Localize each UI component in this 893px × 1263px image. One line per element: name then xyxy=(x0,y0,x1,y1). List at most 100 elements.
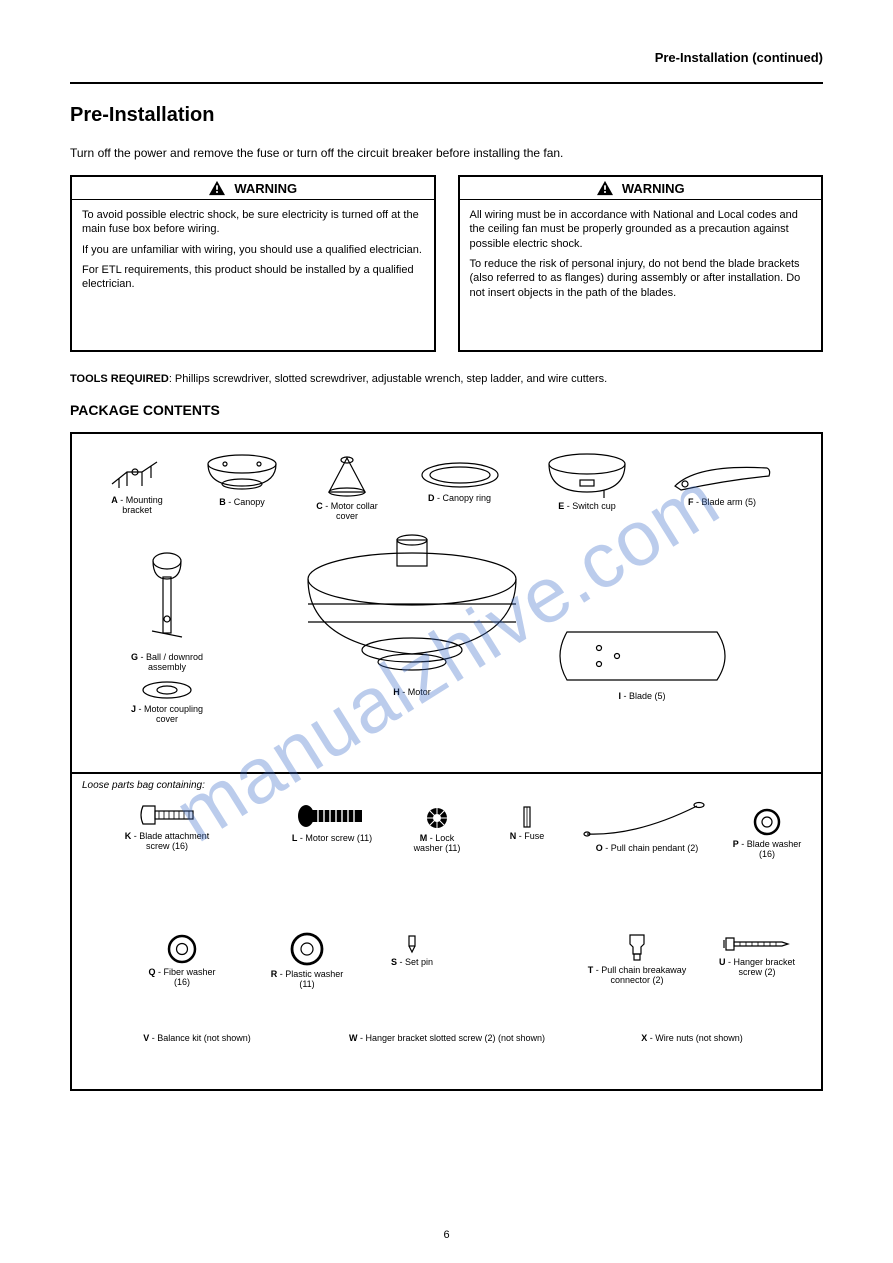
part-q-label: Q - Fiber washer (16) xyxy=(147,968,217,988)
part-p-label: P - Blade washer (16) xyxy=(732,840,802,860)
part-n-icon xyxy=(502,806,552,828)
part-b: B - Canopy xyxy=(197,452,287,508)
part-f-icon xyxy=(662,458,782,494)
warning-row: WARNING To avoid possible electric shock… xyxy=(70,175,823,352)
header-rule xyxy=(70,82,823,84)
part-e: E - Switch cup xyxy=(537,452,637,512)
loose-parts-title: Loose parts bag containing: xyxy=(82,780,205,791)
part-w: W - Hanger bracket slotted screw (2) (no… xyxy=(317,1034,577,1044)
warning-right-p2: To reduce the risk of personal injury, d… xyxy=(470,257,812,300)
package-contents-title: PACKAGE CONTENTS xyxy=(70,402,823,418)
part-k-label: K - Blade attachment screw (16) xyxy=(122,832,212,852)
part-e-label: E - Switch cup xyxy=(537,502,637,512)
warning-body-left: To avoid possible electric shock, be sur… xyxy=(72,200,434,350)
part-g-icon xyxy=(122,549,212,649)
header-continued: Pre-Installation (continued) xyxy=(655,50,823,65)
part-e-icon xyxy=(537,452,637,498)
warning-head-text: WARNING xyxy=(234,181,297,196)
part-n: N - Fuse xyxy=(502,806,552,842)
part-k: K - Blade attachment screw (16) xyxy=(122,802,212,852)
part-g-label: G - Ball / downrod assembly xyxy=(122,653,212,673)
warning-left-p3: For ETL requirements, this product shoul… xyxy=(82,263,424,292)
part-b-icon xyxy=(197,452,287,494)
part-m-icon xyxy=(407,806,467,830)
part-d-icon xyxy=(412,460,507,490)
part-s: S - Set pin xyxy=(387,934,437,968)
part-c-icon xyxy=(307,454,387,498)
part-q: Q - Fiber washer (16) xyxy=(147,934,217,988)
section-title: Pre-Installation xyxy=(70,104,823,127)
page-number: 6 xyxy=(443,1229,449,1241)
intro-text: Turn off the power and remove the fuse o… xyxy=(70,145,823,161)
part-x-label: X - Wire nuts (not shown) xyxy=(612,1034,772,1044)
parts-box: A - Mounting bracket B - Canopy C - Motor … xyxy=(70,432,823,1091)
part-a: A - Mounting bracket xyxy=(97,452,177,516)
part-d-label: D - Canopy ring xyxy=(412,494,507,504)
part-r-label: R - Plastic washer (11) xyxy=(267,970,347,990)
part-j-label: J - Motor coupling cover xyxy=(127,705,207,725)
parts-upper: A - Mounting bracket B - Canopy C - Motor … xyxy=(72,434,821,774)
part-a-label: A - Mounting bracket xyxy=(97,496,177,516)
part-l-label: L - Motor screw (11) xyxy=(282,834,382,844)
tools-required: TOOLS REQUIRED: Phillips screwdriver, sl… xyxy=(70,372,823,386)
part-o-label: O - Pull chain pendant (2) xyxy=(572,844,722,854)
part-i-label: I - Blade (5) xyxy=(542,692,742,702)
part-l-icon xyxy=(282,802,382,830)
part-r: R - Plastic washer (11) xyxy=(267,932,347,990)
part-c-label: C - Motor collar cover xyxy=(307,502,387,522)
warning-left-p1: To avoid possible electric shock, be sur… xyxy=(82,208,424,237)
part-r-icon xyxy=(267,932,347,966)
part-f-label: F - Blade arm (5) xyxy=(662,498,782,508)
part-t: T - Pull chain breakaway connector (2) xyxy=(572,932,702,986)
header: Pre-Installation (continued) xyxy=(70,50,823,78)
part-h-icon xyxy=(292,534,532,684)
part-j-icon xyxy=(127,679,207,701)
part-s-icon xyxy=(387,934,437,954)
part-f: F - Blade arm (5) xyxy=(662,458,782,508)
warning-body-right: All wiring must be in accordance with Na… xyxy=(460,200,822,350)
part-i-icon xyxy=(542,624,742,688)
part-t-label: T - Pull chain breakaway connector (2) xyxy=(572,966,702,986)
part-p-icon xyxy=(732,808,802,836)
part-s-label: S - Set pin xyxy=(387,958,437,968)
part-m-label: M - Lock washer (11) xyxy=(407,834,467,854)
warning-box-left: WARNING To avoid possible electric shock… xyxy=(70,175,436,352)
part-g: G - Ball / downrod assembly xyxy=(122,549,212,673)
part-i: I - Blade (5) xyxy=(542,624,742,702)
parts-lower: Loose parts bag containing: K - Blade at… xyxy=(72,774,821,1089)
part-n-label: N - Fuse xyxy=(502,832,552,842)
part-a-icon xyxy=(97,452,177,492)
part-q-icon xyxy=(147,934,217,964)
page: Pre-Installation (continued) Pre-Install… xyxy=(0,0,893,1263)
warning-head: WARNING xyxy=(72,177,434,200)
warning-head-text: WARNING xyxy=(622,181,685,196)
warning-right-p1: All wiring must be in accordance with Na… xyxy=(470,208,812,251)
warning-left-p2: If you are unfamiliar with wiring, you s… xyxy=(82,243,424,257)
part-w-label: W - Hanger bracket slotted screw (2) (no… xyxy=(317,1034,577,1044)
part-v-label: V - Balance kit (not shown) xyxy=(122,1034,272,1044)
warning-icon xyxy=(596,180,614,196)
part-u: U - Hanger bracket screw (2) xyxy=(712,934,802,978)
part-x: X - Wire nuts (not shown) xyxy=(612,1034,772,1044)
part-j: J - Motor coupling cover xyxy=(127,679,207,725)
part-o-icon xyxy=(572,800,722,840)
tools-text: : Phillips screwdriver, slotted screwdri… xyxy=(169,373,607,385)
warning-icon xyxy=(208,180,226,196)
part-b-label: B - Canopy xyxy=(197,498,287,508)
part-p: P - Blade washer (16) xyxy=(732,808,802,860)
part-l: L - Motor screw (11) xyxy=(282,802,382,844)
part-o: O - Pull chain pendant (2) xyxy=(572,800,722,854)
part-c: C - Motor collar cover xyxy=(307,454,387,522)
tools-label: TOOLS REQUIRED xyxy=(70,373,169,385)
warning-head: WARNING xyxy=(460,177,822,200)
part-m: M - Lock washer (11) xyxy=(407,806,467,854)
part-d: D - Canopy ring xyxy=(412,460,507,504)
warning-box-right: WARNING All wiring must be in accordance… xyxy=(458,175,824,352)
part-h-label: H - Motor xyxy=(292,688,532,698)
part-u-icon xyxy=(712,934,802,954)
part-u-label: U - Hanger bracket screw (2) xyxy=(712,958,802,978)
part-t-icon xyxy=(572,932,702,962)
part-h: H - Motor xyxy=(292,534,532,698)
part-k-icon xyxy=(122,802,212,828)
part-v: V - Balance kit (not shown) xyxy=(122,1034,272,1044)
